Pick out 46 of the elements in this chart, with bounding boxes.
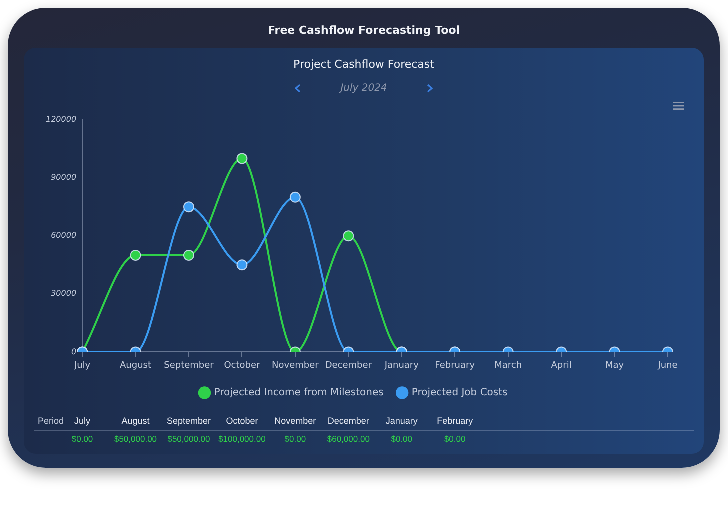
- data-label: $50,000.00: [114, 434, 158, 444]
- point: [236, 260, 248, 271]
- text: July 2024: [340, 82, 388, 94]
- category-label: February: [437, 416, 474, 426]
- point: [183, 202, 194, 213]
- x-tick-label: June: [657, 360, 678, 371]
- legend-label: Projected Income from Milestones: [214, 388, 384, 399]
- x-tick-label: November: [272, 360, 320, 371]
- data-label: $0.00: [284, 434, 306, 444]
- data-label: $0.00: [391, 434, 413, 444]
- category-label: December: [328, 416, 370, 426]
- x-tick-label: September: [164, 360, 214, 371]
- y-tick-label: 60000: [51, 231, 77, 240]
- x-tick-label: February: [435, 360, 476, 371]
- x-tick-label: January: [384, 360, 420, 371]
- category-label: August: [122, 416, 150, 426]
- x-tick-label: August: [120, 360, 152, 371]
- point: [130, 250, 142, 261]
- x-tick-label: October: [224, 360, 261, 371]
- point: [343, 230, 354, 242]
- chart-title: Project Cashflow Forecast: [292, 57, 436, 73]
- y-tick-label: 120000: [46, 115, 77, 124]
- point: [236, 153, 248, 164]
- point: [183, 250, 194, 261]
- category-label: September: [166, 416, 211, 426]
- x-tick-label: July: [73, 360, 92, 371]
- category-label: November: [274, 416, 316, 426]
- y-tick-label: 90000: [51, 173, 77, 182]
- category-label: January: [386, 416, 418, 426]
- data-label: $0.00: [444, 434, 466, 444]
- category-label: July: [74, 416, 91, 426]
- data-label: $60,000.00: [327, 434, 370, 444]
- point: [290, 192, 301, 203]
- text: Period: [38, 416, 64, 426]
- x-tick-label: March: [494, 360, 522, 371]
- x-tick-label: April: [551, 360, 572, 371]
- y-tick-label: 0: [71, 347, 77, 356]
- data-label: $100,000.00: [218, 434, 266, 444]
- data-label: $50,000.00: [168, 434, 210, 444]
- data-label: $0.00: [72, 434, 94, 444]
- x-tick-label: May: [605, 360, 625, 371]
- y-tick-label: 30000: [51, 289, 77, 298]
- category-label: October: [226, 416, 258, 426]
- legend-label: Projected Job Costs: [412, 388, 508, 399]
- text: Free Cashflow Forecasting Tool: [266, 23, 462, 39]
- x-tick-label: December: [325, 360, 372, 371]
